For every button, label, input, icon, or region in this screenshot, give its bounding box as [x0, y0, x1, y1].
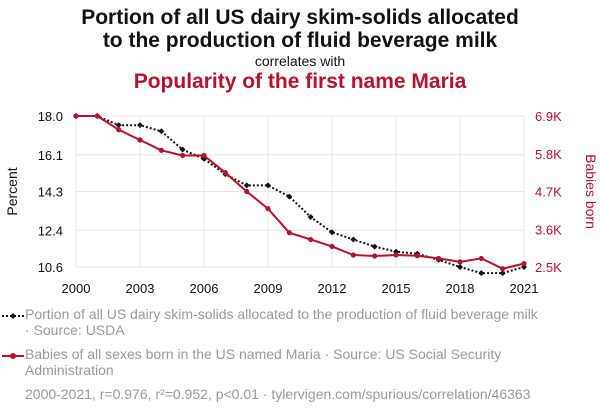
data-point-series2 — [116, 127, 122, 133]
chart-title-secondary: Popularity of the first name Maria — [133, 70, 467, 93]
data-point-series1 — [286, 193, 293, 200]
series-line-1 — [76, 115, 525, 275]
chart-title-line1: Portion of all US dairy skim-solids allo… — [81, 6, 519, 29]
data-point-series2 — [201, 152, 207, 159]
data-point-series2 — [73, 113, 79, 119]
data-point-series2 — [521, 260, 527, 267]
grid — [75, 115, 525, 268]
data-point-series2 — [500, 266, 506, 272]
data-point-series2 — [158, 147, 164, 153]
data-point-series1 — [307, 214, 314, 221]
data-point-series2 — [414, 253, 420, 259]
data-point-series1 — [243, 182, 250, 189]
data-point-series1 — [499, 270, 506, 277]
data-point-series2 — [436, 255, 442, 262]
data-point-series2 — [222, 170, 228, 176]
legend-label-series2: Babies of all sexes born in the US named… — [25, 346, 502, 378]
x-tick: 2018 — [446, 281, 475, 296]
legend-swatch-series2 — [2, 353, 24, 359]
data-point-series1 — [158, 128, 165, 135]
data-point-series2 — [244, 188, 250, 195]
y-tick-left: 18.0 — [38, 109, 63, 124]
y-tick-right: 4.7K — [535, 185, 562, 200]
data-point-series2 — [286, 230, 292, 236]
y-axis-label-right: Babies born — [583, 154, 599, 229]
data-point-series2 — [372, 253, 378, 259]
y-tick-left: 14.3 — [38, 185, 63, 200]
data-point-series1 — [137, 122, 143, 129]
x-tick: 2012 — [318, 281, 347, 296]
series-line-2 — [76, 115, 525, 270]
data-point-series2 — [478, 255, 484, 262]
data-point-series1 — [478, 270, 485, 277]
axes: 18.0 16.1 14.3 12.4 10.6 6.9K 5.8K 4.7K 3.6K 2.5K… — [4, 109, 599, 296]
y-tick-right: 2.5K — [535, 260, 562, 275]
x-tick: 2015 — [382, 281, 411, 296]
data-point-series1 — [350, 236, 357, 243]
data-point-series2 — [137, 137, 143, 143]
data-point-series1 — [329, 229, 335, 236]
x-tick: 2003 — [126, 281, 155, 296]
y-axis-label-left: Percent — [4, 167, 20, 215]
chart-subtitle: correlates with — [254, 53, 346, 69]
data-point-series1 — [457, 264, 463, 270]
y-tick-right: 3.6K — [535, 222, 562, 237]
data-point-series2 — [265, 206, 271, 212]
y-tick-right: 6.9K — [535, 109, 562, 124]
x-tick: 2006 — [190, 281, 219, 296]
x-tick: 2000 — [62, 281, 91, 296]
series-layer — [73, 113, 527, 277]
x-tick: 2009 — [254, 281, 283, 296]
data-point-series2 — [393, 252, 399, 258]
data-point-series1 — [265, 182, 271, 189]
y-tick-left: 16.1 — [38, 148, 63, 163]
data-point-series1 — [115, 122, 122, 129]
data-point-series1 — [179, 146, 186, 153]
chart-footer: 2000-2021, r=0.976, r²=0.952, p<0.01 · t… — [25, 386, 531, 402]
data-point-series1 — [371, 243, 378, 250]
legend-label-series1: Portion of all US dairy skim-solids allo… — [25, 306, 538, 338]
data-point-series2 — [94, 113, 100, 119]
data-point-series2 — [350, 252, 356, 258]
y-tick-left: 10.6 — [38, 260, 63, 275]
data-point-series2 — [308, 236, 314, 243]
data-point-series2 — [329, 243, 335, 250]
chart-title-line2: to the production of fluid beverage milk — [102, 29, 498, 52]
x-tick: 2021 — [510, 281, 539, 296]
data-point-series2 — [457, 259, 463, 265]
y-tick-left: 12.4 — [38, 223, 63, 238]
data-point-series2 — [180, 152, 186, 159]
legend-swatch-series1 — [2, 313, 24, 319]
y-tick-right: 5.8K — [535, 147, 562, 162]
